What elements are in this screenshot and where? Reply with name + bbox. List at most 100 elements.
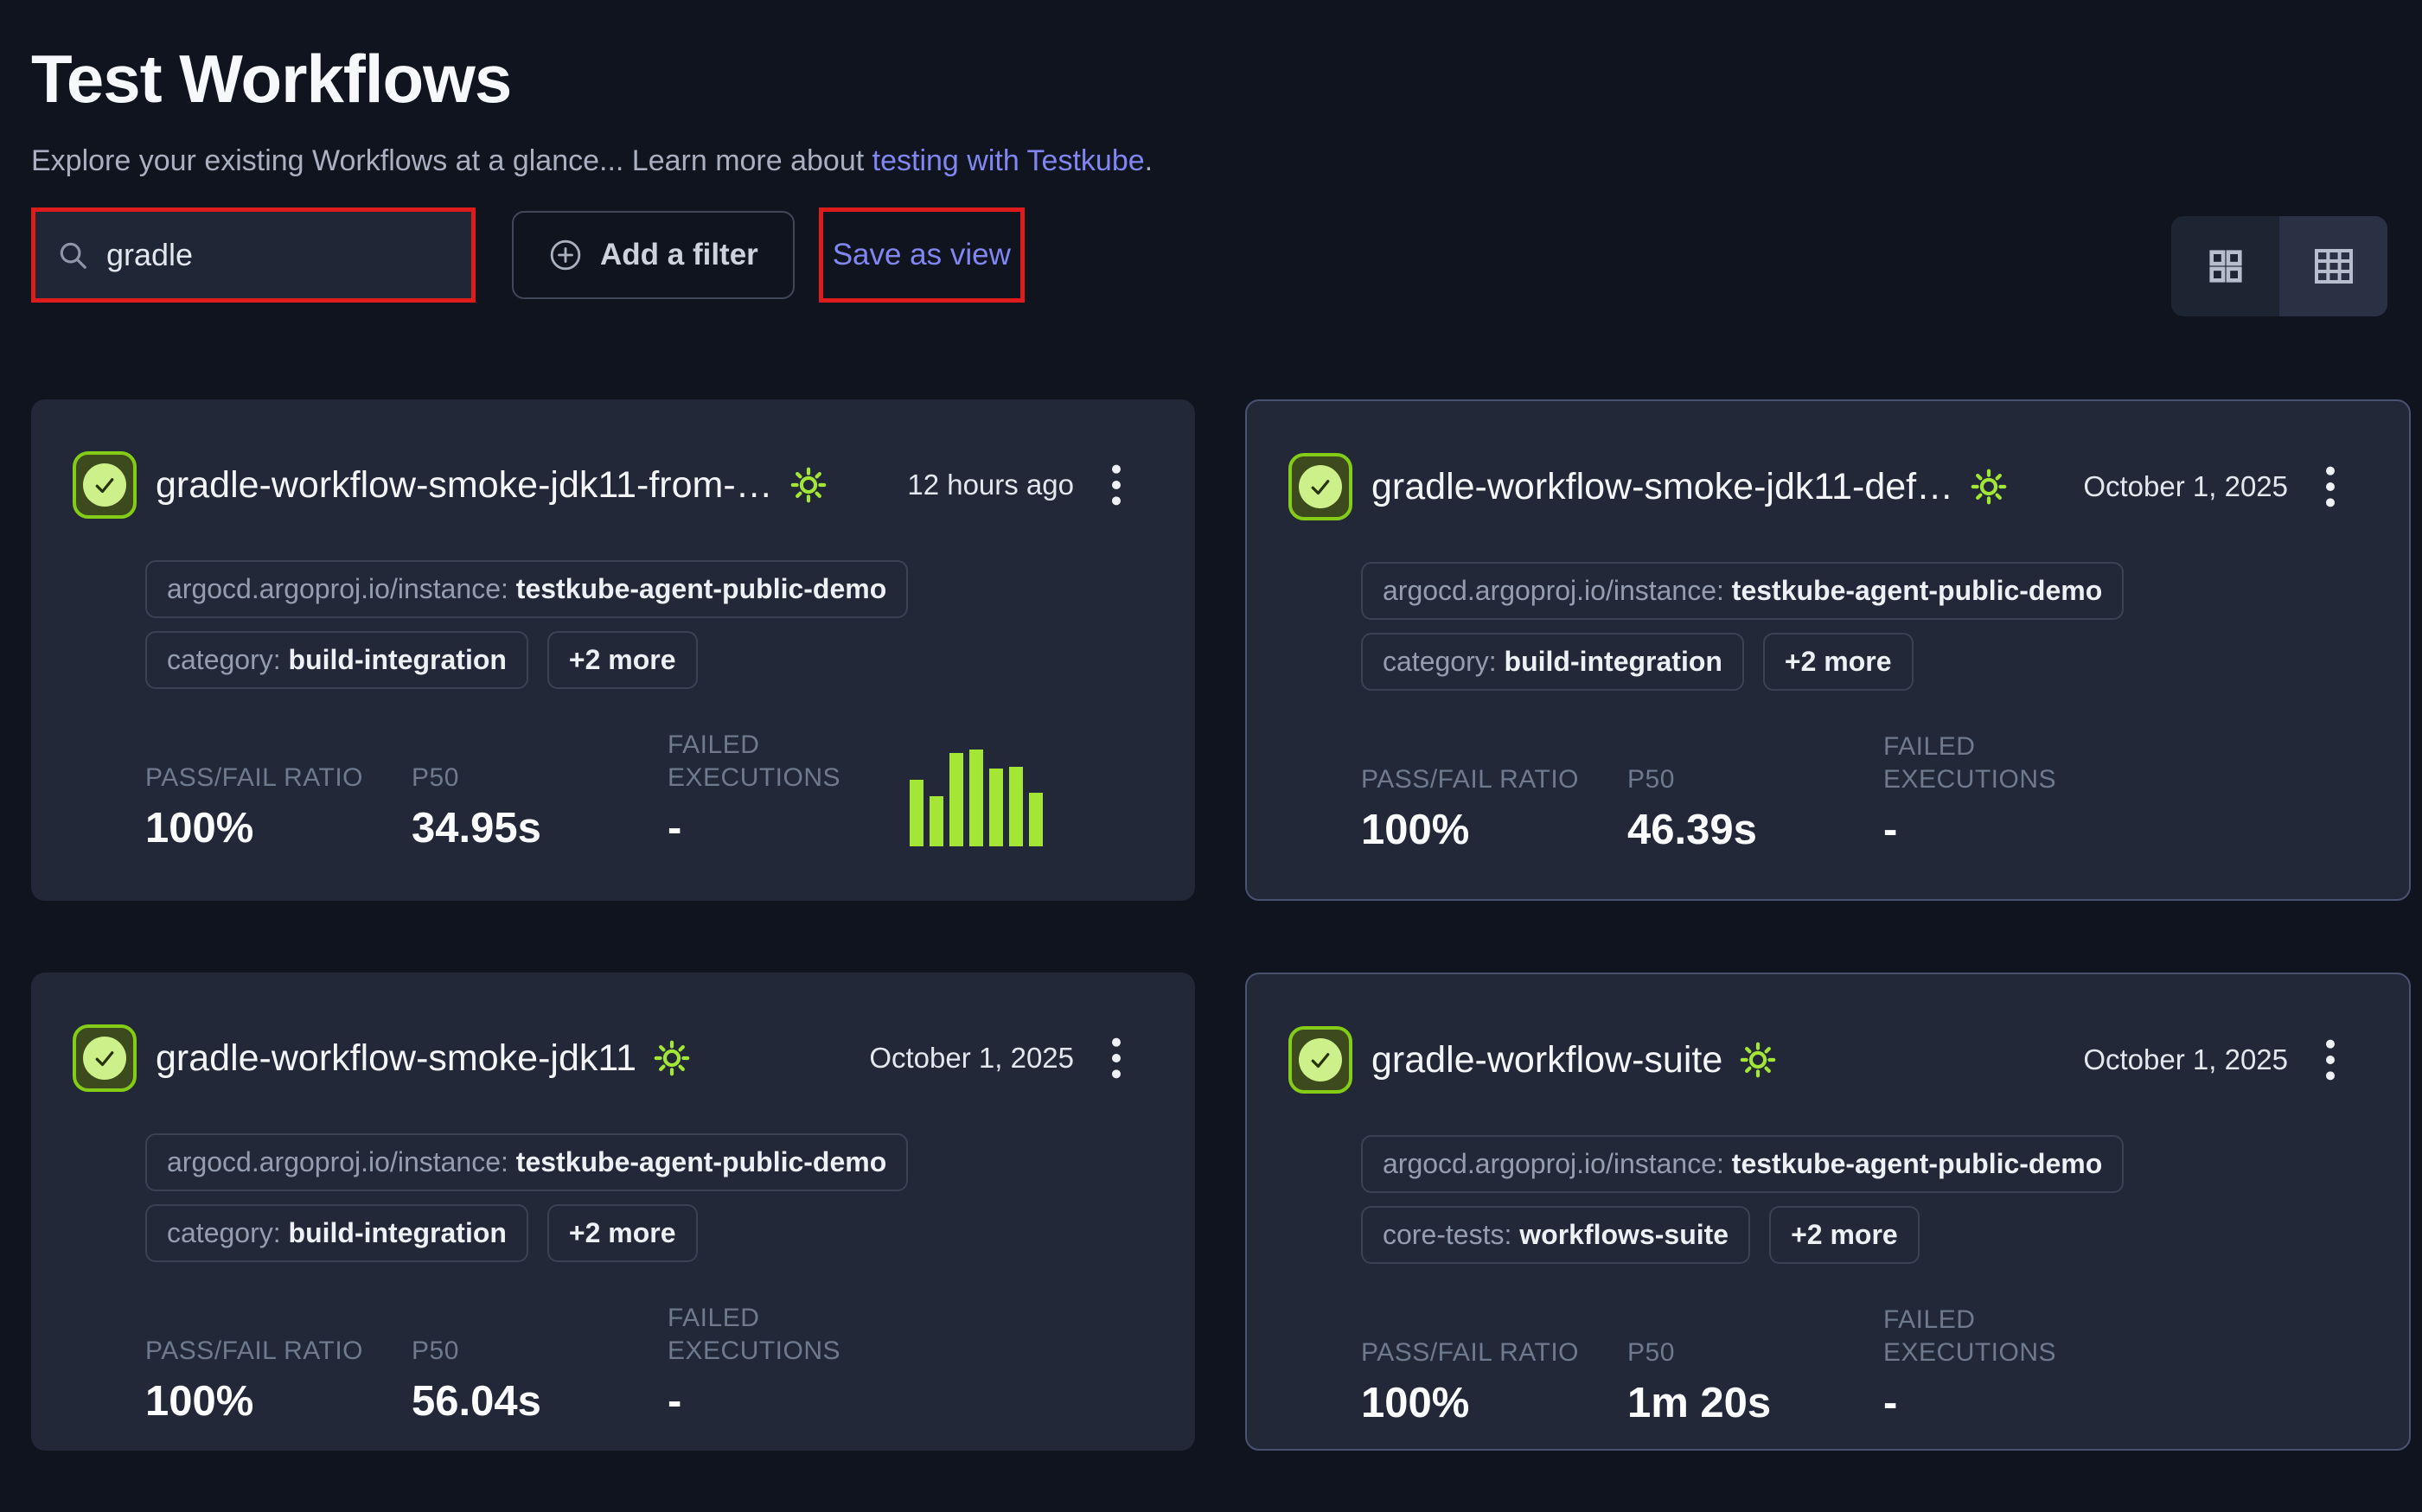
tag-pill[interactable]: category: build-integration	[1361, 633, 1744, 691]
stats-row: PASS/FAIL RATIO 100% P50 1m 20s FAILED EXE…	[1361, 1304, 2368, 1425]
last-execution-time: October 1, 2025	[2083, 1043, 2288, 1075]
stat-failed-executions: FAILED EXECUTIONS -	[1883, 1305, 2057, 1426]
add-filter-label: Add a filter	[600, 238, 758, 271]
card-menu-button[interactable]	[2321, 465, 2340, 508]
tag-key: argocd.argoproj.io/instance:	[167, 1146, 508, 1177]
annotation-box-save-view: Save as view	[818, 207, 1025, 303]
save-as-view-button[interactable]: Save as view	[828, 237, 1016, 273]
stat-p50: P50 46.39s	[1627, 764, 1757, 853]
workflow-title: gradle-workflow-smoke-jdk11-from-…	[156, 463, 773, 506]
tag-pill[interactable]: argocd.argoproj.io/instance: testkube-ag…	[145, 1133, 909, 1191]
status-passed-icon	[73, 451, 137, 519]
tag-key: core-tests:	[1383, 1219, 1512, 1250]
search-box	[35, 212, 471, 298]
tag-key: category:	[1383, 646, 1497, 677]
stats-row: PASS/FAIL RATIO 100% P50 34.95s FAILED EXE…	[145, 729, 1153, 850]
workflow-card[interactable]: gradle-workflow-smoke-jdk11-def… October…	[1245, 399, 2411, 901]
card-menu-button[interactable]	[2321, 1038, 2340, 1081]
stats-row: PASS/FAIL RATIO 100% P50 56.04s FAILED EXE…	[145, 1302, 1153, 1423]
more-tags-pill[interactable]: +2 more	[1769, 1206, 1920, 1264]
table-view-button[interactable]	[2279, 216, 2387, 316]
tag-value: build-integration	[1504, 646, 1722, 677]
tag-list: argocd.argoproj.io/instance: testkube-ag…	[145, 560, 1153, 689]
card-header: gradle-workflow-suite October 1, 2025	[1288, 1026, 2368, 1094]
more-tags-pill[interactable]: +2 more	[1762, 633, 1914, 691]
status-passed-icon	[73, 1024, 137, 1092]
stat-pass-fail-ratio: PASS/FAIL RATIO 100%	[145, 1336, 364, 1425]
workflow-cards-grid: gradle-workflow-smoke-jdk11-from-… 12 ho…	[31, 399, 2411, 1451]
tag-pill[interactable]: argocd.argoproj.io/instance: testkube-ag…	[145, 560, 909, 618]
tag-value: workflows-suite	[1519, 1219, 1729, 1250]
execution-bar	[930, 796, 943, 846]
kebab-icon	[2326, 466, 2335, 507]
execution-bar	[969, 750, 983, 846]
stat-pass-fail-ratio: PASS/FAIL RATIO 100%	[145, 762, 364, 852]
tag-pill[interactable]: argocd.argoproj.io/instance: testkube-ag…	[1361, 1135, 2125, 1193]
search-input[interactable]	[105, 236, 451, 274]
grid-view-icon	[2208, 250, 2242, 283]
tag-pill[interactable]: core-tests: workflows-suite	[1361, 1206, 1751, 1264]
toolbar: Add a filter Save as view	[31, 207, 2387, 316]
stat-pass-fail-ratio: PASS/FAIL RATIO 100%	[1361, 764, 1580, 853]
search-icon	[60, 242, 86, 269]
workflow-card[interactable]: gradle-workflow-suite October 1, 2025 ar…	[1245, 973, 2411, 1451]
more-tags-pill[interactable]: +2 more	[546, 1204, 698, 1262]
subtitle-text: Explore your existing Workflows at a gla…	[31, 144, 872, 177]
page-title: Test Workflows	[31, 41, 512, 117]
execution-bar	[949, 753, 963, 846]
stat-p50: P50 34.95s	[412, 762, 541, 852]
status-passed-icon	[1288, 1026, 1352, 1094]
card-menu-button[interactable]	[1107, 463, 1126, 507]
tag-key: argocd.argoproj.io/instance:	[1383, 575, 1724, 606]
workflow-card[interactable]: gradle-workflow-smoke-jdk11 October 1, 2…	[31, 973, 1195, 1451]
plus-circle-icon	[550, 239, 581, 271]
last-execution-time: 12 hours ago	[907, 469, 1074, 501]
stat-failed-executions: FAILED EXECUTIONS -	[1883, 732, 2057, 853]
last-execution-time: October 1, 2025	[869, 1042, 1074, 1074]
tag-value: testkube-agent-public-demo	[1731, 575, 2103, 606]
table-view-icon	[2314, 249, 2353, 284]
card-header: gradle-workflow-smoke-jdk11-def… October…	[1288, 453, 2368, 520]
card-header: gradle-workflow-smoke-jdk11 October 1, 2…	[73, 1024, 1153, 1092]
tag-key: argocd.argoproj.io/instance:	[1383, 1148, 1724, 1179]
stat-failed-executions: FAILED EXECUTIONS -	[668, 730, 841, 852]
tag-value: testkube-agent-public-demo	[515, 573, 887, 604]
stats-row: PASS/FAIL RATIO 100% P50 46.39s FAILED EXE…	[1361, 730, 2368, 852]
subtitle-period: .	[1144, 144, 1153, 177]
testing-with-testkube-link[interactable]: testing with Testkube	[872, 144, 1145, 177]
workflow-title: gradle-workflow-smoke-jdk11	[156, 1037, 636, 1079]
card-menu-button[interactable]	[1107, 1037, 1126, 1080]
tag-value: testkube-agent-public-demo	[515, 1146, 887, 1177]
stat-p50: P50 1m 20s	[1627, 1337, 1772, 1426]
health-sun-icon	[790, 467, 826, 503]
stat-failed-executions: FAILED EXECUTIONS -	[668, 1304, 841, 1425]
tag-key: argocd.argoproj.io/instance:	[167, 573, 508, 604]
executions-bar-chart	[910, 750, 1043, 846]
view-mode-toggle	[2171, 216, 2387, 316]
tag-pill[interactable]: category: build-integration	[145, 631, 528, 689]
tag-value: testkube-agent-public-demo	[1731, 1148, 2103, 1179]
stat-pass-fail-ratio: PASS/FAIL RATIO 100%	[1361, 1337, 1580, 1426]
tag-value: build-integration	[288, 644, 507, 675]
card-header: gradle-workflow-smoke-jdk11-from-… 12 ho…	[73, 451, 1153, 519]
tag-pill[interactable]: category: build-integration	[145, 1204, 528, 1262]
grid-view-button[interactable]	[2171, 216, 2279, 316]
tag-key: category:	[167, 1217, 281, 1248]
execution-bar	[1009, 767, 1023, 846]
execution-bar	[910, 780, 923, 846]
last-execution-time: October 1, 2025	[2083, 470, 2288, 502]
execution-bar	[1029, 793, 1043, 846]
health-sun-icon	[654, 1040, 690, 1076]
kebab-icon	[2326, 1039, 2335, 1081]
more-tags-pill[interactable]: +2 more	[546, 631, 698, 689]
health-sun-icon	[1971, 469, 2007, 505]
status-passed-icon	[1288, 453, 1352, 520]
workflow-card[interactable]: gradle-workflow-smoke-jdk11-from-… 12 ho…	[31, 399, 1195, 901]
add-filter-button[interactable]: Add a filter	[512, 211, 795, 299]
execution-bar	[989, 769, 1003, 846]
test-workflows-page: Test Workflows Explore your existing Wor…	[31, 41, 2411, 1451]
page-subtitle: Explore your existing Workflows at a gla…	[31, 144, 2387, 178]
health-sun-icon	[1740, 1042, 1776, 1078]
tag-pill[interactable]: argocd.argoproj.io/instance: testkube-ag…	[1361, 562, 2125, 620]
stat-p50: P50 56.04s	[412, 1336, 541, 1425]
